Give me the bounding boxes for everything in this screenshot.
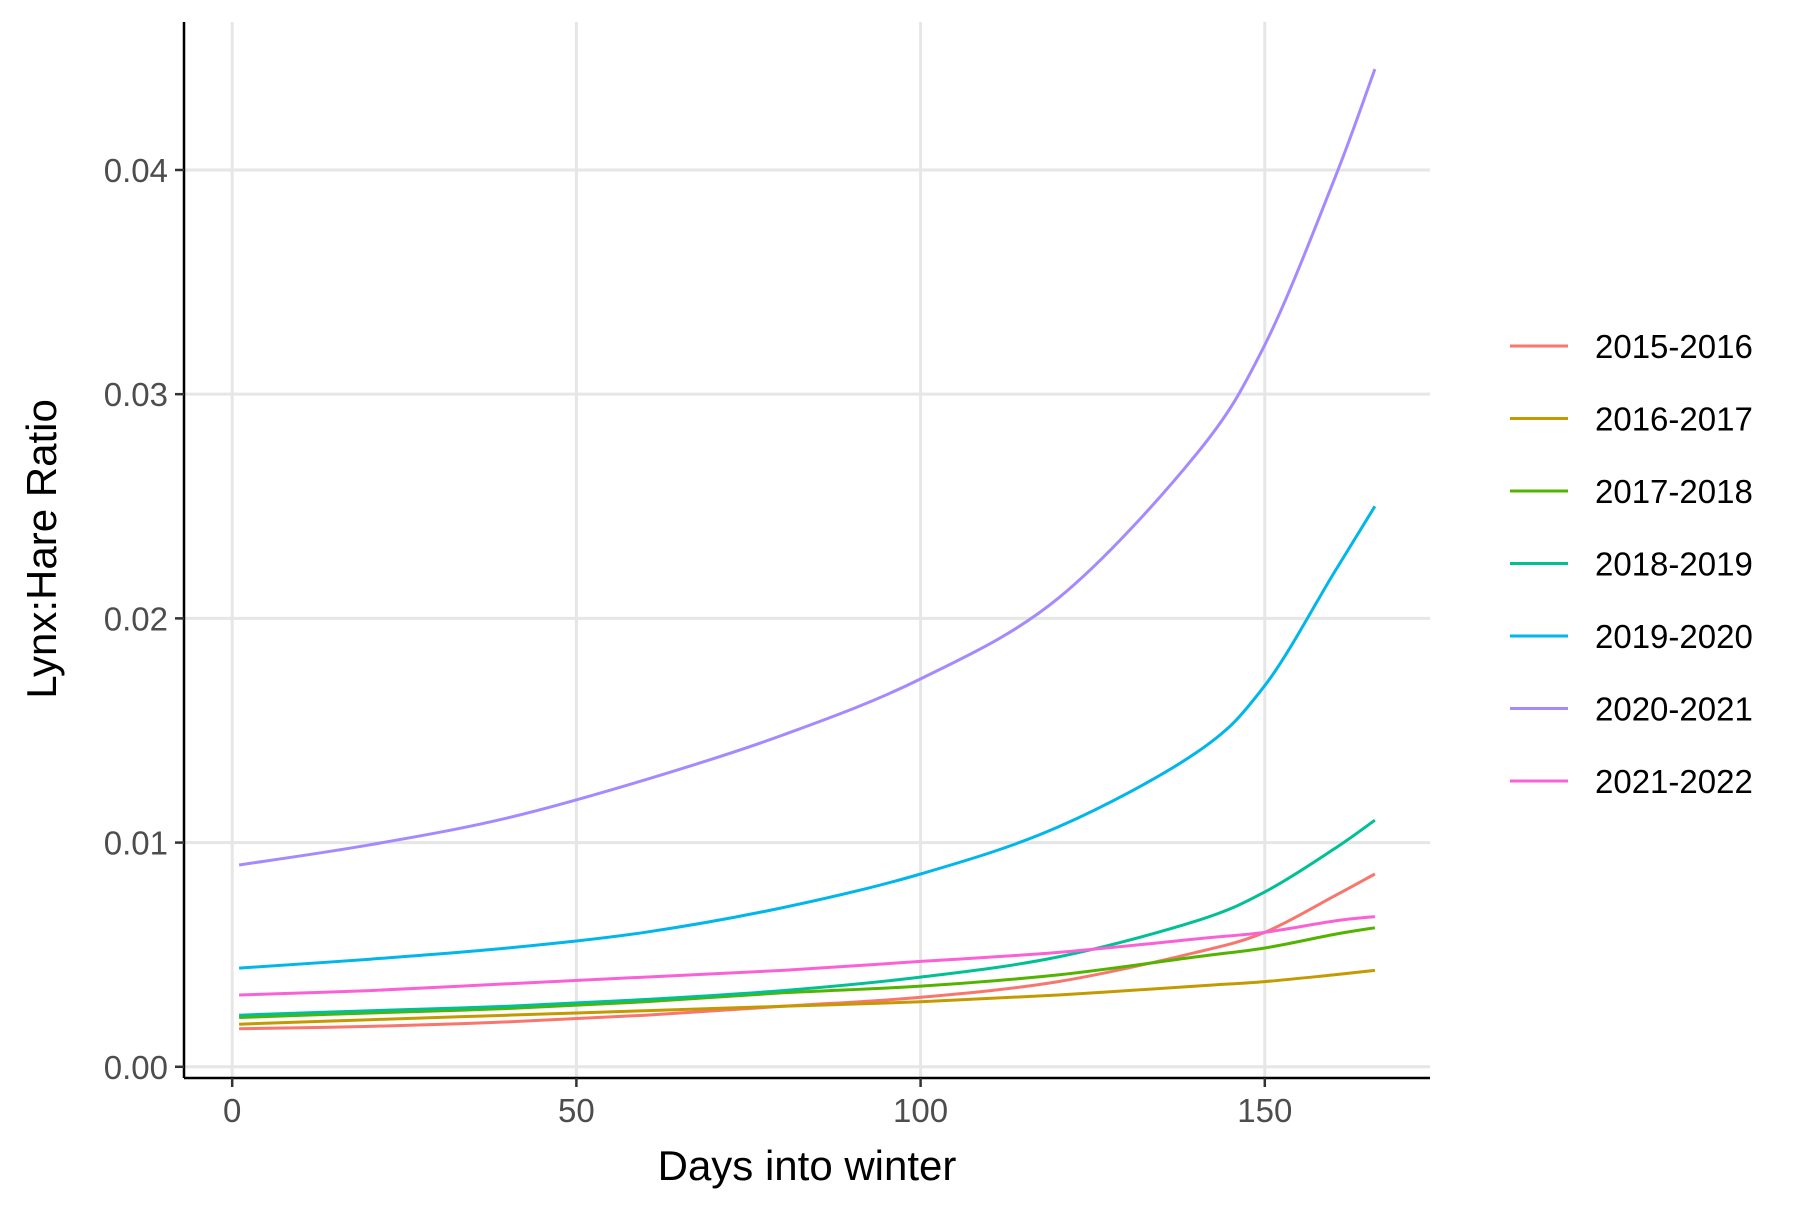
series-line-2021-2022 xyxy=(239,915,1376,997)
legend-item: 2018-2019 xyxy=(1510,546,1753,583)
legend-label: 2019-2020 xyxy=(1595,618,1753,655)
legend-item: 2020-2021 xyxy=(1510,691,1753,728)
tick-labels: 0 50 100 150 0.00 0.01 0.02 0.03 0.04 xyxy=(104,152,1293,1129)
x-tick-label: 150 xyxy=(1237,1092,1292,1129)
y-tick-label: 0.04 xyxy=(104,152,168,189)
y-tick-label: 0.02 xyxy=(104,600,168,637)
series-line-2017-2018 xyxy=(239,926,1376,1019)
series-line-2020-2021 xyxy=(238,68,1377,867)
y-tick-label: 0.00 xyxy=(104,1049,168,1086)
series-line-2016-2017 xyxy=(239,968,1376,1026)
legend-label: 2020-2021 xyxy=(1595,691,1753,728)
legend-label: 2016-2017 xyxy=(1595,401,1753,438)
legend-item: 2019-2020 xyxy=(1510,618,1753,655)
legend-label: 2018-2019 xyxy=(1595,546,1753,583)
series-line-2019-2020 xyxy=(238,505,1377,970)
legend-item: 2021-2022 xyxy=(1510,763,1753,800)
legend-label: 2017-2018 xyxy=(1595,473,1753,510)
legend-label: 2021-2022 xyxy=(1595,763,1753,800)
axes xyxy=(182,22,1430,1080)
y-axis-title: Lynx:Hare Ratio xyxy=(18,399,65,699)
y-tick-label: 0.01 xyxy=(104,825,168,862)
x-tick-label: 50 xyxy=(558,1092,595,1129)
legend-item: 2016-2017 xyxy=(1510,401,1753,438)
legend-item: 2017-2018 xyxy=(1510,473,1753,510)
y-tick-label: 0.03 xyxy=(104,376,168,413)
series-line-2018-2019 xyxy=(239,818,1376,1017)
x-tick-label: 0 xyxy=(223,1092,241,1129)
x-axis-title: Days into winter xyxy=(658,1142,957,1189)
legend: 2015-2016 2016-2017 2017-2018 2018-2019 2019… xyxy=(1510,328,1753,800)
series-lines xyxy=(238,68,1377,1031)
grid xyxy=(184,22,1430,1078)
legend-label: 2015-2016 xyxy=(1595,328,1753,365)
legend-item: 2015-2016 xyxy=(1510,328,1753,365)
x-tick-label: 100 xyxy=(893,1092,948,1129)
